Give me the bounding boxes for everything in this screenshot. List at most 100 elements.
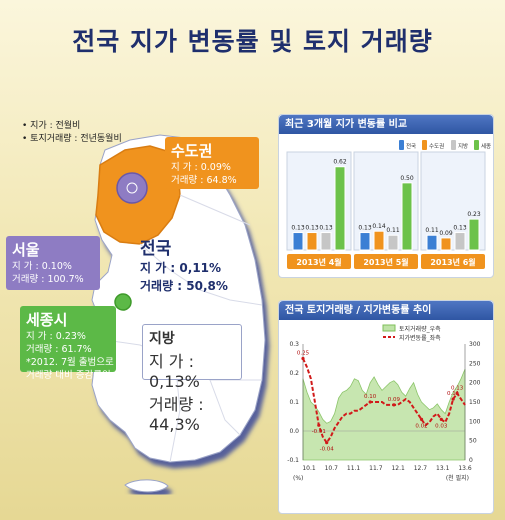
callout-capital: 수도권 지 가 : 0.09% 거래량 : 64.8% (165, 137, 259, 189)
page-title: 전국 지가 변동률 및 토지 거래량 (72, 27, 433, 56)
land-price-point (301, 356, 305, 361)
y-right-tick: 50 (469, 438, 477, 445)
x-tick: 12.7 (414, 465, 428, 472)
callout-national: 전국 지 가 : 0,11% 거래량 : 50,8% (140, 234, 228, 295)
region-volume: 거래량 : 64.8% (171, 175, 237, 186)
point-label: 0.13 (451, 385, 464, 391)
bar-value-label: 0.50 (400, 175, 414, 182)
seoul-marker (116, 172, 148, 204)
bar-value-label: 0.13 (305, 225, 319, 232)
bar (292, 232, 304, 251)
transactions-area (302, 368, 466, 461)
legend-label: 세종 (481, 142, 491, 150)
group-label: 2013년 6월 (430, 257, 475, 267)
group-label-bg (354, 254, 418, 269)
x-tick: 11.7 (369, 465, 383, 472)
x-tick: 11.1 (347, 465, 361, 472)
line-chart-title: 전국 토지거래량 / 지가변동률 추이 (279, 301, 493, 320)
y-left-unit: (%) (293, 475, 303, 482)
bar-value-label: 0.13 (453, 225, 467, 232)
legend-swatch (474, 140, 479, 150)
callout-local: 지방 지 가 : 0,13% 거래량 : 44,3% (142, 324, 242, 434)
y-left-tick: 0.1 (289, 399, 299, 406)
region-volume: 거래량 : 50,8% (140, 279, 228, 293)
bar-value-label: 0.14 (372, 223, 386, 230)
region-name: 수도권 (171, 142, 213, 160)
bar (373, 230, 385, 251)
bar-value-label: 0.11 (425, 227, 439, 234)
y-right-tick: 0 (469, 457, 473, 464)
callout-sejong: 세종시 지 가 : 0.23% 거래량 : 61.7% *2012. 7월 출범… (20, 306, 155, 381)
region-note: *2012. 7월 출범으로 구 연기군 (26, 357, 155, 368)
y-left-tick: 0.2 (289, 370, 299, 377)
point-label: 0.10 (364, 394, 377, 400)
legend-label: 전국 (406, 142, 416, 150)
bar (426, 234, 438, 251)
x-tick: 10.7 (325, 465, 339, 472)
legend-swatch (382, 324, 396, 332)
land-price-line (302, 358, 466, 445)
region-volume: 거래량 : 100.7% (12, 274, 84, 285)
bar-value-label: 0.13 (291, 225, 305, 232)
bar-chart-panel: 최근 3개월 지가 변동률 비교 전국 수도권 지방 세종 0.13 0.13 0.13 0.… (278, 114, 494, 278)
region-note: 거래량 대비 증감률임 (26, 370, 111, 381)
bar (320, 232, 332, 251)
land-price-point (439, 417, 443, 421)
point-label: 0.09 (388, 397, 401, 403)
land-price-point (455, 391, 459, 395)
bar-value-label: 0.13 (319, 225, 333, 232)
point-label: 0.02 (415, 423, 427, 429)
bar-value-label: 0.62 (333, 159, 347, 166)
region-name: 세종시 (26, 311, 68, 329)
legend-note-price: • 지가 : 전월비 (22, 121, 81, 131)
land-price-point (451, 397, 455, 401)
region-price: 지 가 : 0,13% (149, 352, 200, 391)
region-price: 지 가 : 0,11% (140, 261, 222, 275)
legend-label: 지방 (458, 142, 468, 150)
callout-seoul: 서울 지 가 : 0.10% 거래량 : 100.7% (6, 236, 100, 290)
legend-swatch (451, 140, 456, 150)
bar (401, 182, 413, 251)
land-price-point (368, 400, 372, 404)
point-label: 0.03 (435, 423, 448, 429)
y-left-tick: -0.1 (287, 457, 299, 464)
bar (306, 232, 318, 251)
group-label-bg (287, 254, 351, 269)
region-name: 지방 (149, 331, 175, 347)
point-label: -0.04 (320, 447, 335, 453)
group-label: 2013년 4월 (296, 257, 341, 267)
region-price: 지 가 : 0.23% (26, 331, 86, 342)
y-right-tick: 200 (469, 380, 481, 387)
region-price: 지 가 : 0.10% (12, 261, 72, 272)
legend-label: 수도권 (429, 142, 444, 150)
legend-label: 토지거래량_우측 (399, 325, 441, 333)
bar-value-label: 0.23 (467, 211, 481, 218)
bar (440, 237, 452, 251)
bar-chart-title: 최근 3개월 지가 변동률 비교 (279, 115, 493, 134)
x-tick: 12.1 (391, 465, 405, 472)
x-tick: 13.6 (458, 465, 472, 472)
y-right-tick: 300 (469, 341, 481, 348)
legend-swatch (422, 140, 427, 150)
y-right-tick: 250 (469, 360, 481, 367)
point-label: -0.01 (312, 429, 326, 435)
x-tick: 13.1 (436, 465, 450, 472)
x-tick: 10.1 (302, 465, 316, 472)
land-price-point (392, 403, 396, 407)
region-name: 전국 (140, 239, 172, 259)
sejong-marker (114, 293, 132, 311)
region-name: 서울 (12, 241, 40, 259)
line-chart-panel: 전국 토지거래량 / 지가변동률 추이 토지거래량_우측 지가변동률_좌측 0.3 0… (278, 300, 494, 514)
jeju-island (124, 479, 169, 493)
seoul-dot (126, 182, 138, 194)
legend-label: 지가변동률_좌측 (399, 334, 441, 342)
bar (359, 232, 371, 251)
bar (454, 232, 466, 251)
x-unit: (천 필지) (446, 474, 469, 482)
bar-value-label: 0.13 (358, 225, 372, 232)
group-label-bg (421, 254, 485, 269)
